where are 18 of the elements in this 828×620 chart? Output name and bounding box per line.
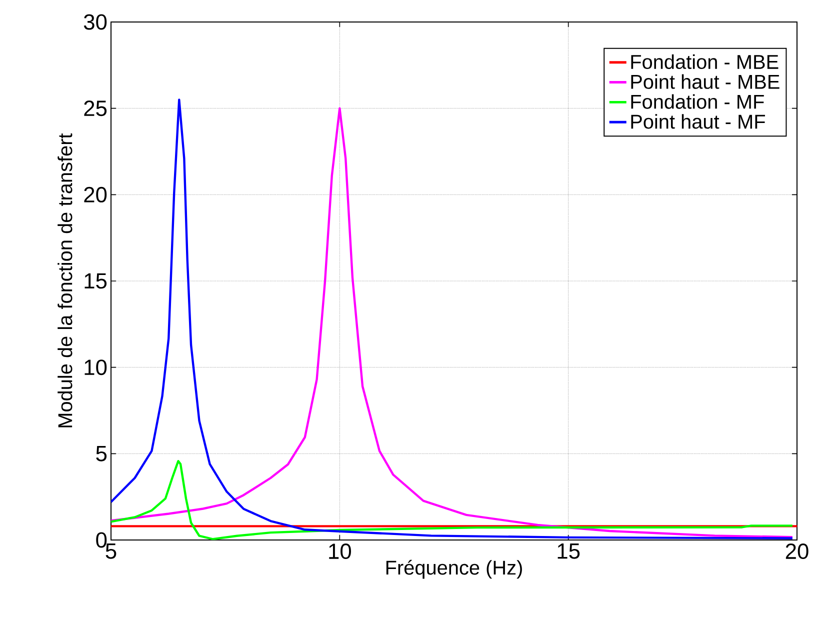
- y-tick-label: 30: [84, 14, 107, 30]
- y-tick-label: 20: [84, 186, 107, 202]
- x-tick-label: 15: [558, 544, 580, 559]
- y-tick-label: 25: [84, 100, 107, 116]
- x-tick-label: 20: [786, 544, 808, 560]
- x-axis-title: Fréquence (Hz): [386, 560, 522, 579]
- x-tick-label: 10: [329, 544, 351, 560]
- y-tick-label: 15: [84, 273, 107, 289]
- legend-label: Fondation - MF: [631, 94, 764, 109]
- line-series: [111, 460, 794, 540]
- legend-label: Point haut - MF: [631, 114, 765, 129]
- y-tick-label: 0: [96, 532, 107, 548]
- y-tick-label: 10: [84, 360, 107, 376]
- y-tick-label: 5: [96, 446, 107, 462]
- x-tick-label: 5: [106, 544, 116, 559]
- legend-label: Point haut - MBE: [631, 74, 780, 89]
- y-axis-title: Module de la fonction de transfert: [58, 133, 72, 428]
- legend-label: Fondation - MBE: [631, 54, 778, 70]
